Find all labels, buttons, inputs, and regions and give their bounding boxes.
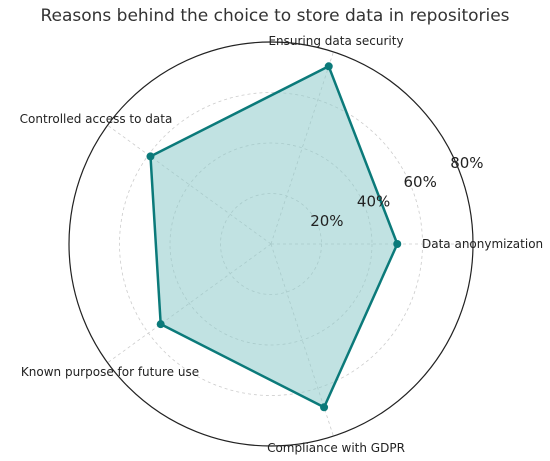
radial-tick-label: 60% <box>404 173 437 191</box>
data-point-1 <box>324 62 333 71</box>
category-label: Ensuring data security <box>268 34 403 48</box>
data-point-4 <box>320 403 329 412</box>
category-label: Data anonymization <box>422 237 543 251</box>
data-point-3 <box>156 320 165 329</box>
series-area <box>146 62 402 412</box>
spoke-line <box>107 124 272 245</box>
category-label: Known purpose for future use <box>21 365 199 379</box>
labels: Data anonymization Ensuring data security… <box>20 34 543 455</box>
chart-title: Reasons behind the choice to store data … <box>40 6 510 26</box>
radial-tick-label: 20% <box>310 212 343 230</box>
radial-tick-label: 40% <box>357 193 390 211</box>
radial-tick-label: 80% <box>450 154 483 172</box>
category-label: Controlled access to data <box>20 112 173 126</box>
data-point-2 <box>146 152 155 161</box>
category-label: Compliance with GDPR <box>267 441 405 455</box>
outer-circle <box>68 41 474 447</box>
data-point-0 <box>393 240 402 248</box>
series-polygon <box>149 65 399 409</box>
spoke-line <box>107 243 272 364</box>
